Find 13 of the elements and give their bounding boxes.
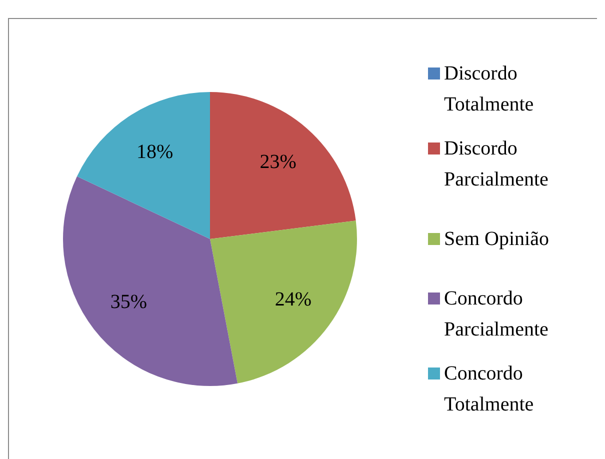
pie-slice xyxy=(210,220,357,384)
legend-label: Concordo Parcialmente xyxy=(444,288,549,340)
legend-label: Discordo Parcialmente xyxy=(444,138,549,190)
pie-slice xyxy=(63,176,238,386)
data-label: 23% xyxy=(260,150,296,173)
data-label: 24% xyxy=(274,288,312,310)
data-label: 35% xyxy=(110,291,148,314)
legend-label: Sem Opinião xyxy=(444,228,549,250)
legend-label: Concordo Totalmente xyxy=(444,362,534,416)
data-label: 18% xyxy=(136,141,174,164)
pie-slice xyxy=(76,92,210,239)
legend-label: Discordo Totalmente xyxy=(444,62,534,116)
pie-slice xyxy=(210,92,356,239)
